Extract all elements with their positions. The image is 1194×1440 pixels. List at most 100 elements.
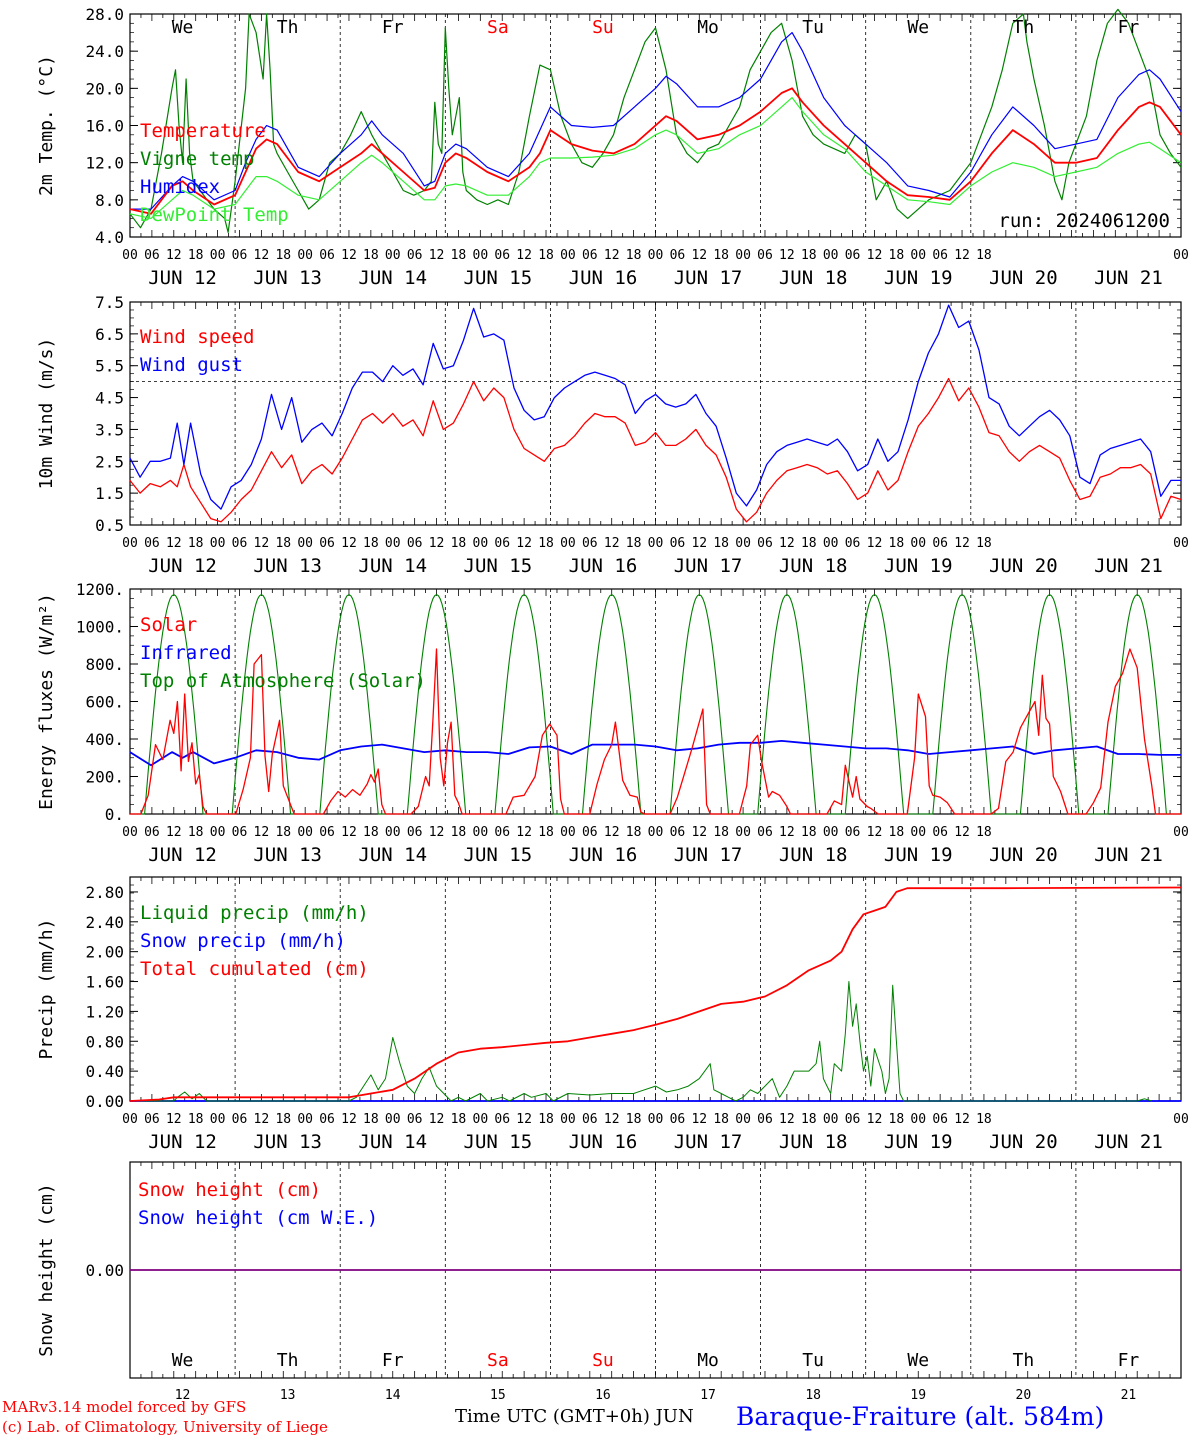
date-label: JUN 20: [989, 1131, 1058, 1153]
hour-tick-label: 00: [297, 536, 313, 551]
y-tick-label: 24.0: [85, 42, 124, 61]
hour-tick-label: 18: [188, 825, 204, 840]
weekday-label: Th: [1013, 17, 1035, 38]
date-label: JUN 21: [1094, 555, 1163, 577]
hour-tick-label: 18: [626, 825, 642, 840]
panel-frame-2: [129, 301, 1182, 526]
hour-tick-label: 00: [1173, 536, 1189, 551]
hour-tick-label: 18: [451, 1112, 467, 1127]
hour-tick-label: 00: [210, 248, 226, 263]
hour-tick-label: 00: [297, 1112, 313, 1127]
hour-tick-label: 06: [144, 825, 160, 840]
hour-tick-label: 18: [275, 1112, 291, 1127]
lab-credit: (c) Lab. of Climatology, University of L…: [2, 1418, 328, 1436]
hour-tick-label: 00: [735, 1112, 751, 1127]
date-label: JUN 20: [989, 844, 1058, 866]
hour-tick-label: 06: [932, 825, 948, 840]
hour-tick-label: 12: [341, 248, 357, 263]
legend-humidex: Humidex: [140, 176, 220, 198]
date-label: JUN 16: [569, 555, 638, 577]
day-number-label: 17: [700, 1388, 716, 1403]
hour-tick-label: 18: [538, 536, 554, 551]
hour-tick-label: 00: [823, 1112, 839, 1127]
hour-tick-label: 06: [670, 825, 686, 840]
date-label: JUN 19: [884, 844, 953, 866]
hour-tick-label: 00: [473, 825, 489, 840]
hour-tick-label: 18: [363, 248, 379, 263]
hour-tick-label: 00: [823, 536, 839, 551]
hour-tick-label: 00: [560, 248, 576, 263]
y-tick-label: 12.0: [85, 154, 124, 173]
date-label: JUN 13: [253, 555, 322, 577]
hour-tick-label: 00: [122, 248, 138, 263]
weekday-label: Fr: [1118, 17, 1140, 38]
hour-tick-label: 12: [604, 825, 620, 840]
date-label: JUN 12: [148, 844, 217, 866]
hour-tick-label: 06: [845, 248, 861, 263]
y-tick-label: 1.5: [95, 484, 124, 503]
hour-tick-label: 00: [648, 536, 664, 551]
y-axis-label: Energy fluxes (W/m²): [36, 593, 57, 810]
hour-tick-label: 18: [451, 825, 467, 840]
hour-tick-label: 12: [604, 1112, 620, 1127]
legend-snow-precip-mm-h-: Snow precip (mm/h): [140, 930, 346, 952]
date-label: JUN 12: [148, 1131, 217, 1153]
date-label: JUN 17: [674, 1131, 743, 1153]
hour-tick-label: 12: [166, 536, 182, 551]
series-liquid-precip: [130, 981, 1152, 1102]
y-tick-label: 28.0: [85, 5, 124, 24]
hour-tick-label: 06: [582, 248, 598, 263]
hour-tick-label: 00: [1173, 1112, 1189, 1127]
y-tick-label: 7.5: [95, 293, 124, 312]
hour-tick-label: 00: [385, 825, 401, 840]
hour-tick-label: 06: [670, 248, 686, 263]
date-label: JUN 20: [989, 555, 1058, 577]
date-label: JUN 21: [1094, 267, 1163, 289]
hour-tick-label: 00: [910, 825, 926, 840]
y-tick-label: 0.: [105, 805, 124, 824]
y-tick-label: 6.5: [95, 325, 124, 344]
hour-tick-label: 18: [363, 1112, 379, 1127]
hour-tick-label: 06: [845, 825, 861, 840]
weekday-label: We: [172, 1350, 194, 1371]
date-label: JUN 19: [884, 267, 953, 289]
hour-tick-label: 12: [341, 536, 357, 551]
hour-tick-label: 00: [735, 536, 751, 551]
hour-tick-label: 18: [713, 1112, 729, 1127]
series-vigne-temp: [129, 8, 1182, 233]
series-wind-speed: [129, 377, 1182, 523]
hour-tick-label: 06: [319, 248, 335, 263]
date-label: JUN 20: [989, 267, 1058, 289]
legend-temperature: Temperature: [140, 120, 266, 142]
legend-top-of-atmosphere-solar-: Top of Atmosphere (Solar): [140, 670, 426, 692]
hour-tick-label: 12: [691, 1112, 707, 1127]
hour-tick-label: 06: [407, 1112, 423, 1127]
hour-tick-label: 06: [319, 825, 335, 840]
hour-tick-label: 18: [713, 536, 729, 551]
weekday-label: Tu: [802, 17, 824, 38]
hour-tick-label: 00: [648, 248, 664, 263]
day-number-label: 15: [490, 1388, 506, 1403]
hour-tick-label: 18: [801, 825, 817, 840]
weekday-label: We: [907, 17, 929, 38]
hour-tick-label: 18: [801, 536, 817, 551]
hour-tick-label: 06: [670, 1112, 686, 1127]
weekday-label: Fr: [1118, 1350, 1140, 1371]
weekday-label: Th: [277, 17, 299, 38]
hour-tick-label: 12: [254, 1112, 270, 1127]
legend-wind-gust: Wind gust: [140, 354, 243, 376]
day-number-label: 18: [805, 1388, 821, 1403]
date-label: JUN 16: [569, 267, 638, 289]
hour-tick-label: 00: [1173, 825, 1189, 840]
hour-tick-label: 06: [932, 248, 948, 263]
date-label: JUN 12: [148, 267, 217, 289]
date-label: JUN 21: [1094, 844, 1163, 866]
hour-tick-label: 18: [713, 248, 729, 263]
date-label: JUN 13: [253, 1131, 322, 1153]
hour-tick-label: 06: [494, 1112, 510, 1127]
date-label: JUN 16: [569, 844, 638, 866]
hour-tick-label: 06: [232, 825, 248, 840]
y-tick-label: 200.: [85, 768, 124, 787]
hour-tick-label: 12: [691, 248, 707, 263]
hour-tick-label: 12: [166, 825, 182, 840]
